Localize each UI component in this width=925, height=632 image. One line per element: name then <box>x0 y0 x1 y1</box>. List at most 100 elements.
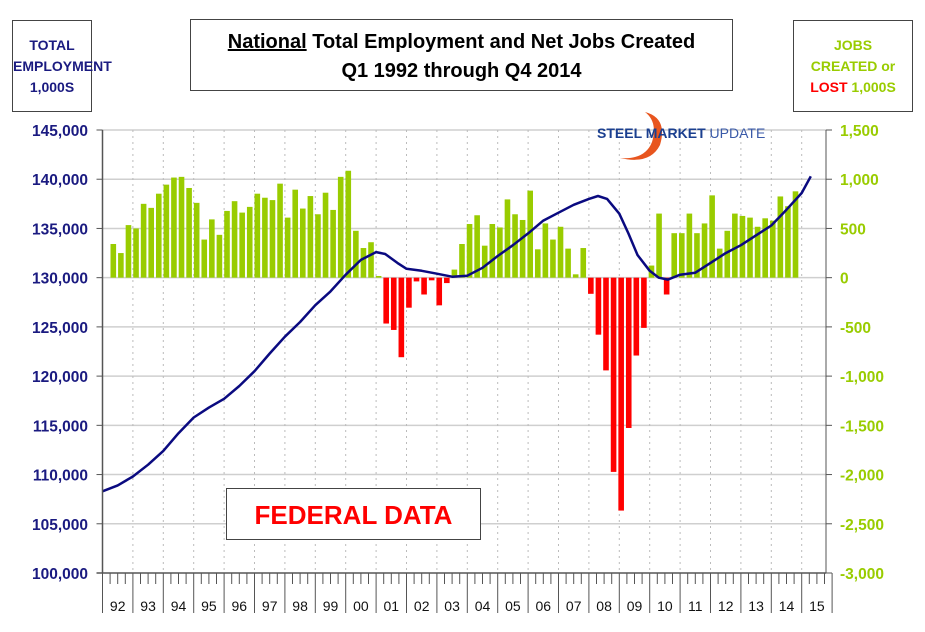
bar <box>588 277 594 294</box>
x-tick-label: 94 <box>171 598 187 614</box>
right-box-line2: CREATED or <box>810 58 896 74</box>
bar <box>262 197 268 278</box>
bar <box>459 243 465 278</box>
bars <box>110 170 799 511</box>
bar <box>747 217 753 278</box>
bar <box>671 233 678 278</box>
right-tick-label: 1,000 <box>840 172 879 189</box>
x-tick-label: 01 <box>384 598 400 614</box>
bar <box>398 277 405 358</box>
x-tick-label: 09 <box>627 598 643 614</box>
x-tick-label: 93 <box>140 598 156 614</box>
bar <box>618 277 624 511</box>
bar <box>155 193 162 278</box>
bar <box>785 206 791 278</box>
left-tick-label: 115,000 <box>33 418 88 435</box>
bar <box>777 196 784 278</box>
right-box-lost: LOST <box>810 79 848 95</box>
x-tick-label: 11 <box>688 598 703 614</box>
x-tick-label: 05 <box>505 598 521 614</box>
bar <box>330 209 336 278</box>
bar <box>186 187 192 278</box>
right-tick-label: 500 <box>840 221 866 238</box>
right-tick-label: 0 <box>840 271 849 288</box>
left-axis-label-box: TOTAL EMPLOYMENT 1,000S <box>12 20 112 112</box>
bar <box>163 184 170 278</box>
bar <box>436 277 443 306</box>
bar <box>353 230 359 278</box>
bar <box>656 213 662 278</box>
x-tick-label: 14 <box>779 598 795 614</box>
bar <box>610 277 617 472</box>
bar <box>277 183 283 278</box>
bar <box>504 199 511 278</box>
bar <box>148 207 154 278</box>
bar <box>428 277 435 281</box>
bar <box>466 224 473 278</box>
bar <box>572 274 579 278</box>
bar <box>300 208 306 278</box>
bar <box>663 277 670 295</box>
bar <box>133 228 139 278</box>
bar <box>421 277 427 295</box>
chart-title-box: National Total Employment and Net Jobs C… <box>190 19 733 91</box>
federal-data-annotation: FEDERAL DATA <box>226 488 481 540</box>
bar <box>337 176 344 278</box>
bar <box>550 239 556 278</box>
bar <box>307 196 314 278</box>
bar <box>474 215 480 278</box>
bar <box>694 233 700 278</box>
right-tick-label: 1,500 <box>840 123 879 140</box>
bar <box>209 219 215 278</box>
bar <box>754 226 761 278</box>
bar <box>792 191 799 278</box>
bar <box>315 214 321 278</box>
bar <box>216 234 223 278</box>
bar <box>322 192 329 278</box>
title-emphasis: National <box>227 31 307 53</box>
bar <box>580 248 587 278</box>
bar <box>603 277 609 371</box>
right-tick-label: -2,500 <box>840 517 884 534</box>
bar <box>527 190 533 278</box>
right-box-units: 1,000S <box>851 79 896 95</box>
x-tick-label: 98 <box>292 598 308 614</box>
bar <box>701 223 708 278</box>
x-tick-label: 07 <box>566 598 582 614</box>
right-tick-label: -3,000 <box>840 566 884 583</box>
bar <box>625 277 632 428</box>
bar <box>193 202 200 278</box>
bar <box>739 215 746 278</box>
bar <box>125 225 132 278</box>
x-tick-label: 10 <box>657 598 673 614</box>
x-tick-label: 08 <box>596 598 612 614</box>
x-tick-label: 99 <box>323 598 339 614</box>
left-tick-label: 120,000 <box>32 369 88 386</box>
bar <box>565 248 571 278</box>
bar <box>383 277 389 324</box>
right-tick-label: -1,000 <box>840 369 884 386</box>
bar <box>724 230 731 278</box>
right-tick-label: -1,500 <box>840 418 884 435</box>
bar <box>118 253 124 278</box>
x-tick-label: 12 <box>718 598 734 614</box>
bar <box>762 218 768 278</box>
right-axis-label-box: JOBS CREATED or LOST 1,000S <box>793 20 913 112</box>
bar <box>534 249 541 278</box>
bar <box>239 212 245 278</box>
left-box-line3: 1,000S <box>29 79 75 95</box>
bar <box>732 213 738 278</box>
bar <box>360 248 367 278</box>
bar <box>497 227 503 278</box>
bar <box>201 239 208 278</box>
left-tick-label: 145,000 <box>32 123 88 140</box>
bar <box>292 189 299 278</box>
steel-market-update-logo: STEEL MARKET UPDATE <box>597 112 765 160</box>
employment-line <box>102 175 812 493</box>
right-box-line1: JOBS <box>833 37 873 53</box>
left-tick-label: 140,000 <box>32 172 88 189</box>
bar <box>231 201 238 278</box>
bar <box>406 277 412 308</box>
bar <box>519 219 526 278</box>
